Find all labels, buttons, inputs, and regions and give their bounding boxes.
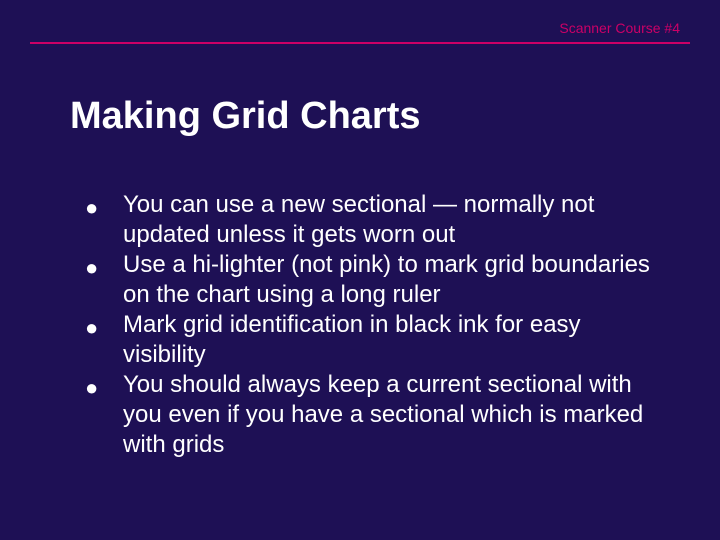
bullet-icon: ● bbox=[85, 254, 97, 266]
bullet-text: Mark grid identification in black ink fo… bbox=[123, 311, 581, 368]
bullet-text: You should always keep a current section… bbox=[123, 371, 643, 458]
list-item: ● You can use a new sectional — normally… bbox=[85, 190, 660, 250]
slide: Scanner Course #4 Making Grid Charts ● Y… bbox=[0, 0, 720, 540]
list-item: ● You should always keep a current secti… bbox=[85, 370, 660, 460]
bullet-text: You can use a new sectional — normally n… bbox=[123, 191, 594, 248]
header-divider bbox=[30, 42, 690, 44]
bullet-list: ● You can use a new sectional — normally… bbox=[85, 190, 660, 460]
bullet-icon: ● bbox=[85, 194, 97, 206]
bullet-icon: ● bbox=[85, 314, 97, 326]
bullet-icon: ● bbox=[85, 374, 97, 386]
slide-title: Making Grid Charts bbox=[70, 95, 421, 138]
bullet-text: Use a hi-lighter (not pink) to mark grid… bbox=[123, 251, 650, 308]
list-item: ● Use a hi-lighter (not pink) to mark gr… bbox=[85, 250, 660, 310]
list-item: ● Mark grid identification in black ink … bbox=[85, 310, 660, 370]
slide-header: Scanner Course #4 bbox=[559, 20, 680, 36]
